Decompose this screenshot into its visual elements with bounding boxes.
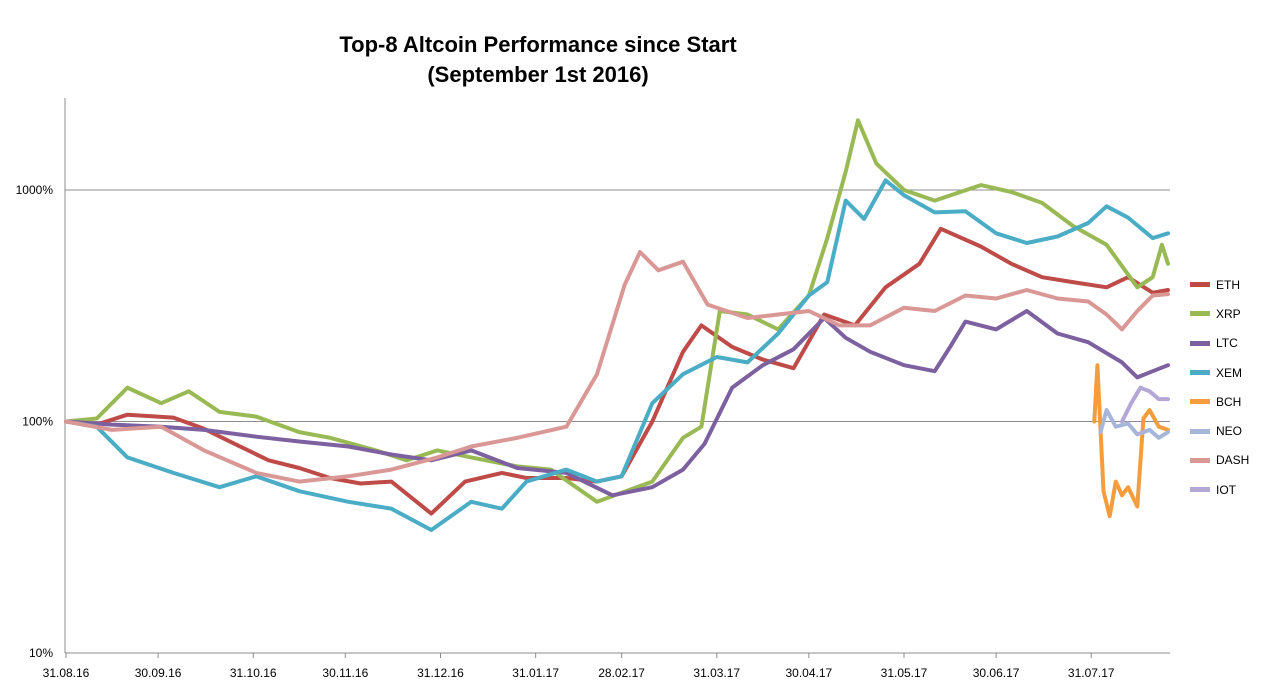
- series-lines: [64, 118, 1170, 532]
- y-axis-tick-labels: 10% 100% 1000%: [16, 183, 54, 660]
- x-tick-label: 31.12.16: [417, 666, 464, 680]
- x-axis-tick-labels: 31.08.16 30.09.16 31.10.16 30.11.16 31.12.16…: [43, 666, 1115, 680]
- axes: [64, 98, 1170, 658]
- x-tick-label: 30.06.17: [973, 666, 1020, 680]
- chart-title: Top-8 Altcoin Performance since Start (S…: [288, 30, 788, 90]
- legend-item-dash: DASH: [1190, 446, 1249, 475]
- legend-item-bch: BCH: [1190, 387, 1249, 416]
- series-line-iot: [1120, 385, 1170, 424]
- y-tick-label: 10%: [29, 646, 53, 660]
- legend-swatch: [1190, 311, 1210, 317]
- series-line-eth: [64, 226, 1170, 516]
- legend-label: IOT: [1216, 482, 1236, 497]
- x-tick-label: 31.01.17: [512, 666, 559, 680]
- legend-item-xem: XEM: [1190, 358, 1249, 387]
- chart-title-line-2: (September 1st 2016): [427, 62, 649, 87]
- series-line-xrp: [64, 118, 1170, 504]
- legend-item-xrp: XRP: [1190, 299, 1249, 328]
- x-tick-label: 31.03.17: [693, 666, 740, 680]
- legend-swatch: [1190, 282, 1210, 288]
- legend-label: BCH: [1216, 394, 1242, 409]
- legend-label: NEO: [1216, 424, 1243, 439]
- x-tick-label: 31.05.17: [881, 666, 928, 680]
- y-tick-label: 100%: [22, 415, 53, 429]
- gridlines: [65, 189, 1170, 422]
- legend-swatch: [1190, 457, 1210, 463]
- legend-label: ETH: [1216, 277, 1240, 292]
- series-line-neo: [1098, 408, 1170, 440]
- y-tick-label: 1000%: [16, 183, 54, 197]
- series-line-xem: [64, 178, 1170, 532]
- legend: ETH XRP LTC XEM BCH NEO DASH IOT: [1190, 270, 1249, 504]
- legend-label: XEM: [1216, 365, 1243, 380]
- x-tick-label: 30.11.16: [322, 666, 368, 680]
- x-tick-label: 31.10.16: [230, 666, 277, 680]
- legend-swatch: [1190, 428, 1210, 434]
- legend-item-eth: ETH: [1190, 270, 1249, 299]
- x-tick-label: 31.08.16: [43, 666, 90, 680]
- x-tick-label: 30.09.16: [135, 666, 182, 680]
- legend-label: LTC: [1216, 336, 1238, 351]
- x-tick-label: 28.02.17: [598, 666, 645, 680]
- legend-label: DASH: [1216, 453, 1250, 468]
- legend-swatch: [1190, 399, 1210, 405]
- series-line-dash: [64, 250, 1170, 484]
- legend-swatch: [1190, 487, 1210, 493]
- x-tick-label: 31.07.17: [1068, 666, 1115, 680]
- legend-label: XRP: [1216, 306, 1241, 321]
- legend-swatch: [1190, 340, 1210, 346]
- legend-item-ltc: LTC: [1190, 329, 1249, 358]
- chart-title-line-1: Top-8 Altcoin Performance since Start: [339, 32, 737, 57]
- series-line-ltc: [64, 309, 1170, 498]
- legend-item-iot: IOT: [1190, 475, 1249, 504]
- x-tick-label: 30.04.17: [785, 666, 832, 680]
- series-line-bch: [1092, 363, 1170, 519]
- legend-swatch: [1190, 370, 1210, 376]
- legend-item-neo: NEO: [1190, 416, 1249, 445]
